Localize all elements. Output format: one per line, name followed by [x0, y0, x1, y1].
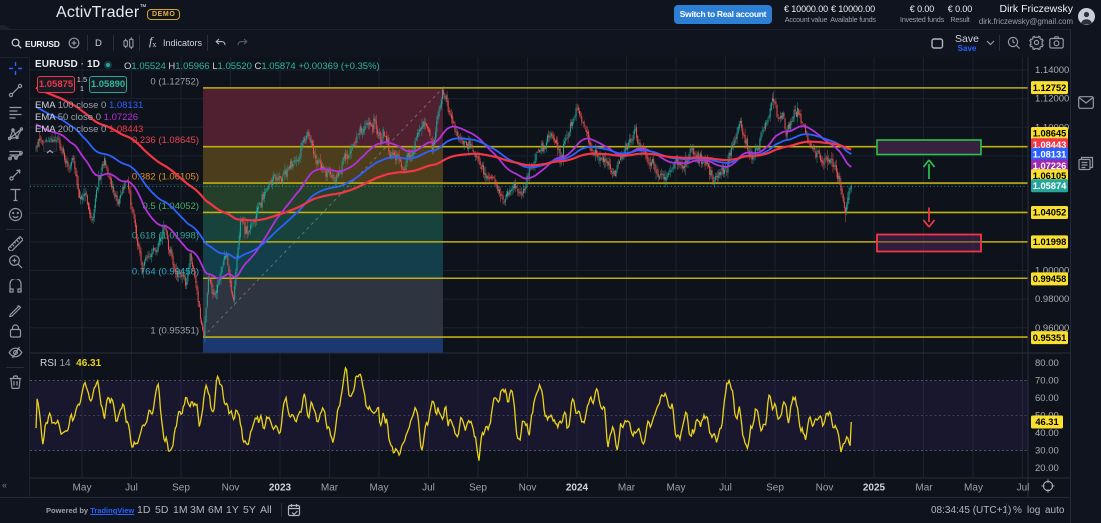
svg-text:Nov: Nov: [816, 483, 834, 494]
svg-text:0.382 (1.06105): 0.382 (1.06105): [132, 172, 199, 183]
svg-text:0 (1.12752): 0 (1.12752): [150, 76, 199, 87]
svg-text:Nov: Nov: [519, 483, 537, 494]
svg-text:1.00000: 1.00000: [1035, 265, 1069, 276]
svg-text:1.14000: 1.14000: [1035, 65, 1069, 76]
svg-text:70.00: 70.00: [1035, 376, 1059, 387]
svg-text:0.98000: 0.98000: [1035, 294, 1069, 305]
svg-text:80.00: 80.00: [1035, 358, 1059, 369]
svg-text:0.236 (1.08645): 0.236 (1.08645): [132, 135, 199, 146]
svg-text:1.12752: 1.12752: [1033, 83, 1067, 93]
svg-text:Sep: Sep: [172, 483, 190, 494]
svg-text:Jul: Jul: [125, 483, 138, 494]
svg-text:1.07226: 1.07226: [1033, 161, 1067, 171]
svg-text:May: May: [370, 483, 389, 494]
svg-text:30.00: 30.00: [1035, 446, 1059, 457]
svg-text:2024: 2024: [566, 483, 589, 494]
svg-text:RSI 14 46.31: RSI 14 46.31: [40, 358, 102, 369]
svg-text:1.04052: 1.04052: [1033, 208, 1067, 218]
svg-text:1.08443: 1.08443: [1033, 140, 1067, 150]
svg-text:0.764 (0.99458): 0.764 (0.99458): [132, 267, 199, 278]
svg-text:Nov: Nov: [222, 483, 240, 494]
svg-text:May: May: [964, 483, 983, 494]
svg-text:0.95351: 0.95351: [1033, 333, 1067, 343]
svg-text:20.00: 20.00: [1035, 463, 1059, 474]
svg-text:Jul: Jul: [719, 483, 732, 494]
svg-text:Sep: Sep: [766, 483, 784, 494]
svg-text:2025: 2025: [863, 483, 886, 494]
svg-text:Mar: Mar: [321, 483, 339, 494]
svg-text:1.05874: 1.05874: [1033, 181, 1067, 191]
svg-text:Mar: Mar: [618, 483, 636, 494]
svg-text:Jul: Jul: [422, 483, 435, 494]
svg-text:1 (0.95351): 1 (0.95351): [150, 326, 199, 337]
svg-text:0.96000: 0.96000: [1035, 323, 1069, 334]
svg-text:0.99458: 0.99458: [1033, 274, 1067, 284]
svg-text:May: May: [667, 483, 686, 494]
svg-text:60.00: 60.00: [1035, 393, 1059, 404]
svg-text:1.01998: 1.01998: [1033, 237, 1067, 247]
svg-text:1.06105: 1.06105: [1033, 171, 1067, 181]
svg-text:1.08645: 1.08645: [1033, 129, 1067, 139]
svg-text:Mar: Mar: [915, 483, 933, 494]
svg-text:46.31: 46.31: [1035, 417, 1058, 427]
svg-text:May: May: [73, 483, 92, 494]
svg-text:1.12000: 1.12000: [1035, 94, 1069, 105]
svg-text:Sep: Sep: [469, 483, 487, 494]
svg-text:40.00: 40.00: [1035, 428, 1059, 439]
svg-text:2023: 2023: [269, 483, 292, 494]
svg-text:1.08131: 1.08131: [1033, 149, 1067, 159]
svg-text:0.618 (1.01998): 0.618 (1.01998): [132, 230, 199, 241]
svg-text:Jul: Jul: [1017, 483, 1030, 494]
